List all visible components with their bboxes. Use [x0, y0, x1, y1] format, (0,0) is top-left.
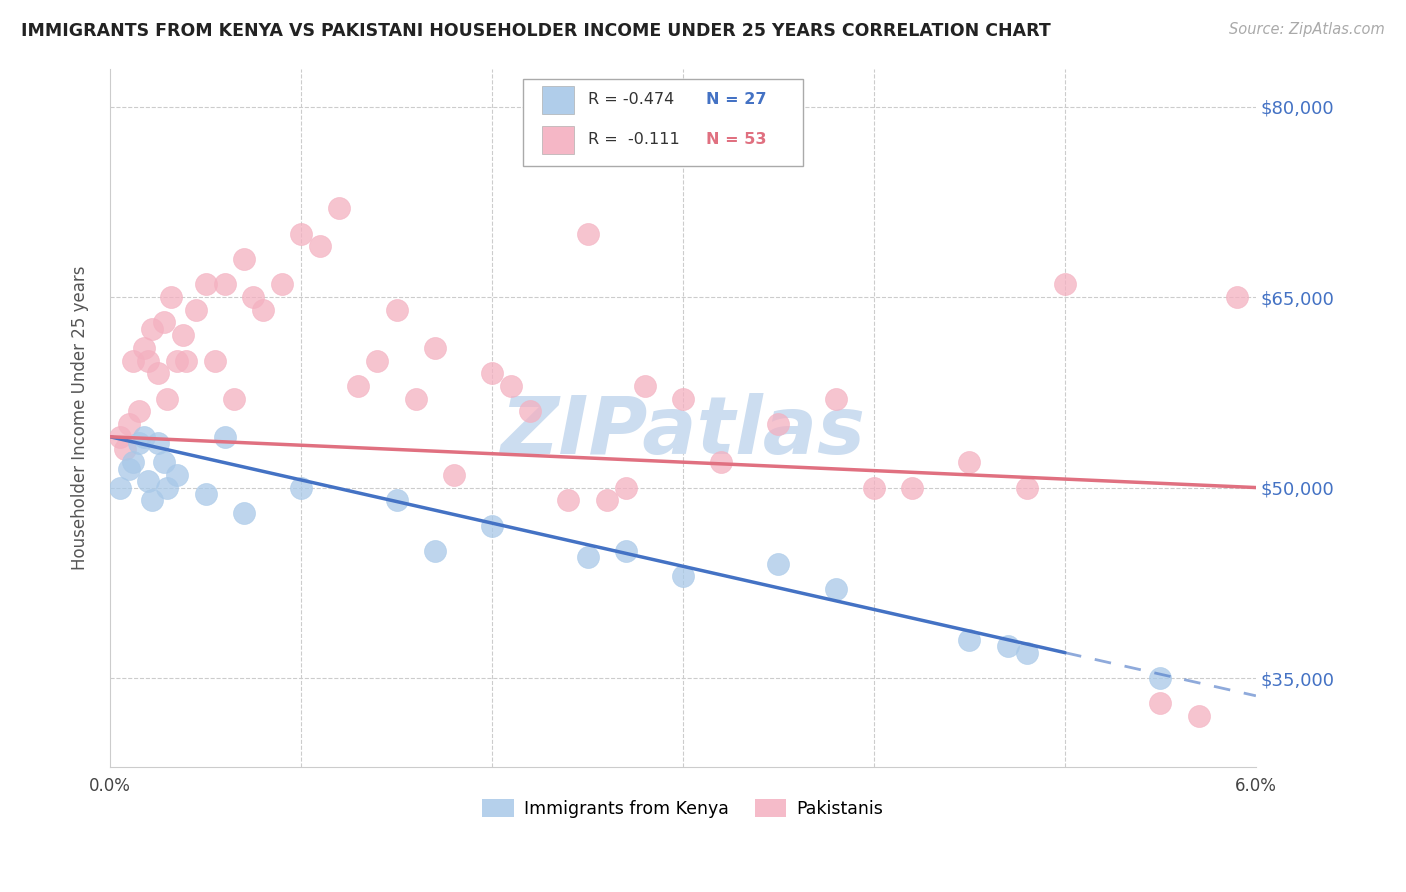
- Point: [672, 569, 695, 583]
- Point: [405, 392, 427, 406]
- Point: [768, 557, 790, 571]
- Point: [141, 322, 163, 336]
- Point: [141, 493, 163, 508]
- Point: [443, 467, 465, 482]
- Point: [152, 455, 174, 469]
- Point: [1149, 671, 1171, 685]
- Text: R =  -0.111: R = -0.111: [588, 132, 679, 147]
- Point: [1149, 697, 1171, 711]
- Point: [959, 632, 981, 647]
- Point: [519, 404, 541, 418]
- Point: [672, 392, 695, 406]
- Y-axis label: Householder Income Under 25 years: Householder Income Under 25 years: [72, 266, 89, 570]
- Point: [309, 239, 332, 253]
- Text: R = -0.474: R = -0.474: [588, 92, 673, 107]
- FancyBboxPatch shape: [543, 126, 574, 153]
- Point: [134, 430, 156, 444]
- Point: [634, 379, 657, 393]
- Point: [194, 277, 217, 292]
- Point: [1226, 290, 1249, 304]
- Point: [128, 404, 150, 418]
- Point: [481, 518, 503, 533]
- Point: [118, 461, 141, 475]
- Point: [214, 430, 236, 444]
- Point: [114, 442, 136, 457]
- Point: [214, 277, 236, 292]
- Point: [614, 481, 637, 495]
- Point: [863, 481, 886, 495]
- Point: [366, 353, 388, 368]
- Point: [385, 493, 408, 508]
- Point: [481, 366, 503, 380]
- Point: [614, 544, 637, 558]
- Point: [576, 227, 599, 241]
- Point: [108, 430, 131, 444]
- Point: [166, 353, 188, 368]
- Point: [108, 481, 131, 495]
- FancyBboxPatch shape: [543, 86, 574, 113]
- Point: [576, 550, 599, 565]
- Point: [1187, 709, 1209, 723]
- Point: [152, 316, 174, 330]
- Point: [824, 582, 846, 596]
- Point: [172, 328, 194, 343]
- Point: [290, 227, 312, 241]
- Point: [1015, 646, 1038, 660]
- Text: ZIPatlas: ZIPatlas: [501, 392, 866, 471]
- Point: [290, 481, 312, 495]
- Point: [122, 353, 145, 368]
- Point: [242, 290, 264, 304]
- Point: [1015, 481, 1038, 495]
- Point: [156, 392, 179, 406]
- Point: [136, 474, 159, 488]
- Point: [136, 353, 159, 368]
- Point: [997, 640, 1019, 654]
- Point: [385, 302, 408, 317]
- Point: [271, 277, 294, 292]
- Text: N = 27: N = 27: [706, 92, 766, 107]
- Point: [194, 487, 217, 501]
- Point: [710, 455, 733, 469]
- FancyBboxPatch shape: [523, 79, 803, 166]
- Point: [557, 493, 579, 508]
- Point: [156, 481, 179, 495]
- Point: [122, 455, 145, 469]
- Point: [824, 392, 846, 406]
- Text: IMMIGRANTS FROM KENYA VS PAKISTANI HOUSEHOLDER INCOME UNDER 25 YEARS CORRELATION: IMMIGRANTS FROM KENYA VS PAKISTANI HOUSE…: [21, 22, 1050, 40]
- Point: [423, 341, 446, 355]
- Point: [252, 302, 274, 317]
- Point: [423, 544, 446, 558]
- Legend: Immigrants from Kenya, Pakistanis: Immigrants from Kenya, Pakistanis: [475, 792, 890, 824]
- Point: [595, 493, 617, 508]
- Point: [184, 302, 207, 317]
- Point: [232, 252, 254, 266]
- Point: [328, 201, 350, 215]
- Point: [166, 467, 188, 482]
- Point: [146, 366, 169, 380]
- Point: [176, 353, 198, 368]
- Text: N = 53: N = 53: [706, 132, 766, 147]
- Point: [768, 417, 790, 431]
- Point: [232, 506, 254, 520]
- Point: [224, 392, 246, 406]
- Point: [118, 417, 141, 431]
- Point: [1053, 277, 1076, 292]
- Point: [347, 379, 370, 393]
- Point: [128, 436, 150, 450]
- Text: Source: ZipAtlas.com: Source: ZipAtlas.com: [1229, 22, 1385, 37]
- Point: [134, 341, 156, 355]
- Point: [501, 379, 523, 393]
- Point: [901, 481, 924, 495]
- Point: [959, 455, 981, 469]
- Point: [204, 353, 226, 368]
- Point: [160, 290, 183, 304]
- Point: [146, 436, 169, 450]
